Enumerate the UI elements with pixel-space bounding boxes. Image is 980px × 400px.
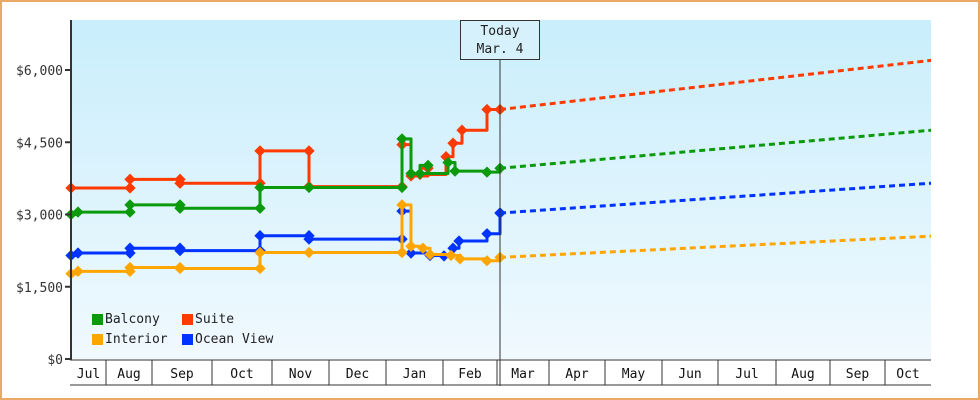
month-label: Mar [511, 367, 535, 382]
y-axis-ticks: $0 $1,500 $3,000 $4,500 $6,000 [16, 64, 71, 368]
today-marker: Today Mar. 4 [460, 20, 540, 60]
month-label: Dec [346, 367, 369, 382]
month-label: Sep [170, 367, 194, 382]
x-axis-months: Jul Aug Sep Oct Nov Dec Jan Feb Mar Apr May Jun Jul A… [77, 360, 920, 385]
month-label: Sep [846, 367, 870, 382]
month-label: Apr [565, 367, 589, 382]
month-label: Jul [77, 367, 100, 382]
month-label: Jun [678, 367, 701, 382]
legend-item-suite[interactable]: Suite [182, 311, 292, 327]
month-label: Feb [458, 367, 482, 382]
month-label: Aug [791, 367, 814, 382]
series-layer [65, 58, 932, 280]
ocean-view-swatch-icon [182, 333, 193, 345]
legend-label: Suite [195, 311, 235, 327]
interior-swatch-icon [92, 333, 103, 345]
month-label: May [622, 367, 646, 382]
forecast-line [499, 181, 932, 215]
month-label: Jul [735, 367, 758, 382]
month-label: Nov [289, 367, 313, 382]
legend: Balcony Suite Interior Ocean View [92, 311, 292, 347]
legend-label: Ocean View [195, 331, 274, 347]
forecast-line [499, 234, 932, 259]
legend-item-balcony[interactable]: Balcony [92, 311, 182, 327]
today-date: Mar. 4 [476, 42, 524, 57]
forecast-line [499, 128, 932, 170]
plot-area [71, 20, 931, 359]
y-tick-label: $0 [47, 353, 63, 368]
y-tick-label: $4,500 [16, 136, 63, 151]
balcony-swatch-icon [92, 313, 103, 325]
today-label: Today [480, 24, 520, 39]
suite-swatch-icon [182, 313, 193, 325]
month-label: Aug [117, 367, 140, 382]
y-tick-label: $3,000 [16, 209, 63, 224]
month-label: Oct [896, 367, 919, 382]
month-label: Oct [230, 367, 253, 382]
month-label: Jan [403, 367, 426, 382]
legend-item-interior[interactable]: Interior [92, 331, 182, 347]
series-interior [65, 199, 932, 280]
forecast-line [499, 58, 932, 111]
legend-label: Interior [105, 331, 168, 347]
legend-item-ocean-view[interactable]: Ocean View [182, 331, 292, 347]
y-tick-label: $1,500 [16, 281, 63, 296]
y-tick-label: $6,000 [16, 64, 63, 79]
legend-label: Balcony [105, 311, 160, 327]
